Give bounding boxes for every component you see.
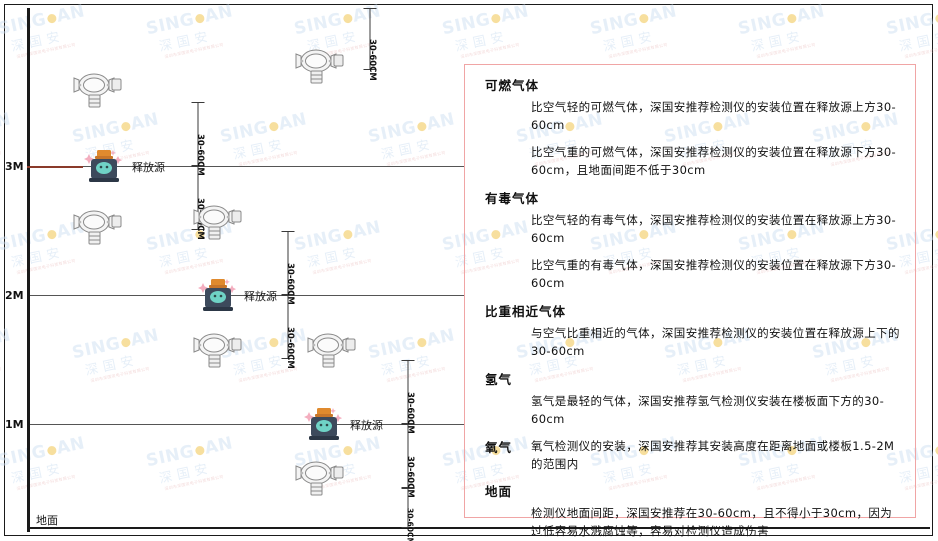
axis-label-1m: 1M [5, 418, 24, 431]
release-source-icon [82, 148, 126, 190]
gas-detector-icon [188, 328, 244, 376]
dimension-label: 30-60CM [367, 39, 377, 81]
dimension-label: 30-60CM [285, 327, 295, 369]
release-source-icon [302, 406, 346, 448]
gas-detector-icon [68, 205, 124, 253]
release-leader-line [27, 166, 83, 168]
gas-detector-icon [68, 68, 124, 116]
section-combustible-gas: 可燃气体 比空气轻的可燃气体，深国安推荐检测仪的安装位置在释放源上方30-60c… [479, 75, 901, 179]
dimension-3m-upper: 30-60CM [188, 102, 208, 176]
section-title: 比重相近气体 [485, 304, 567, 319]
axis-label-3m: 3M [5, 160, 24, 173]
ground-baseline [27, 527, 930, 529]
section-paragraph: 氧气检测仪的安装，深国安推荐其安装高度在距离地面或楼板1.5-2M的范围内 [531, 439, 895, 471]
gridline-1m [27, 424, 464, 425]
gas-detector-icon [302, 328, 358, 376]
section-paragraph: 比空气重的可燃气体，深国安推荐检测仪的安装位置在释放源下方30-60cm，且地面… [531, 145, 897, 177]
section-similar-density-gas: 比重相近气体 与空气比重相近的气体，深国安推荐检测仪的安装位置在释放源上下的30… [479, 301, 901, 360]
guidance-panel: 可燃气体 比空气轻的可燃气体，深国安推荐检测仪的安装位置在释放源上方30-60c… [464, 64, 916, 538]
section-title: 地面 [485, 484, 513, 499]
release-source-icon [196, 277, 240, 319]
section-paragraph: 检测仪地面间距，深国安推荐在30-60cm，且不得小于30cm，因为过低容易水溅… [531, 506, 893, 538]
section-paragraph: 比空气轻的可燃气体，深国安推荐检测仪的安装位置在释放源上方30-60cm [531, 100, 897, 132]
dimension-top-center: 30-60CM [360, 8, 380, 81]
section-toxic-gas: 有毒气体 比空气轻的有毒气体，深国安推荐检测仪的安装位置在释放源上方30-60c… [479, 188, 901, 292]
section-title: 有毒气体 [485, 191, 540, 206]
dimension-2m-upper: 30-60CM [278, 231, 298, 305]
release-source-label: 释放源 [132, 161, 165, 174]
dimension-1m-upper: 30-60CM [398, 360, 418, 434]
gas-detector-icon [290, 44, 346, 92]
section-paragraph: 氢气是最轻的气体，深国安推荐氢气检测仪安装在楼板面下方的30-60cm [531, 394, 885, 426]
dimension-2m-lower: 30-60CM [278, 295, 298, 369]
release-source-label: 释放源 [350, 419, 383, 432]
gas-detector-icon [188, 200, 244, 248]
gridline-3m [27, 166, 464, 167]
section-title: 氢气 [485, 372, 513, 387]
dimension-label: 30-60CM [405, 508, 415, 541]
section-title: 氧气 [485, 440, 513, 455]
dimension-ground-gap: 30-60CM [398, 488, 418, 541]
dimension-1m-lower: 30-60CM [398, 424, 418, 498]
outer-frame [4, 4, 933, 536]
release-source-label: 释放源 [244, 290, 277, 303]
section-paragraph: 比空气轻的有毒气体，深国安推荐检测仪的安装位置在释放源上方30-60cm [531, 213, 897, 245]
section-ground: 地面 检测仪地面间距，深国安推荐在30-60cm，且不得小于30cm，因为过低容… [479, 481, 901, 540]
ground-label: 地面 [36, 514, 58, 527]
vertical-axis [27, 8, 30, 532]
gas-detector-icon [290, 456, 346, 504]
gridline-2m [27, 295, 464, 296]
section-title: 可燃气体 [485, 78, 540, 93]
section-hydrogen: 氢气 氢气是最轻的气体，深国安推荐氢气检测仪安装在楼板面下方的30-60cm [479, 369, 901, 428]
section-paragraph: 与空气比重相近的气体，深国安推荐检测仪的安装位置在释放源上下的30-60cm [531, 326, 900, 358]
section-paragraph: 比空气重的有毒气体，深国安推荐检测仪的安装位置在释放源下方30-60cm [531, 258, 897, 290]
section-oxygen: 氧气 氧气检测仪的安装，深国安推荐其安装高度在距离地面或楼板1.5-2M的范围内 [479, 437, 901, 473]
axis-label-2m: 2M [5, 289, 24, 302]
